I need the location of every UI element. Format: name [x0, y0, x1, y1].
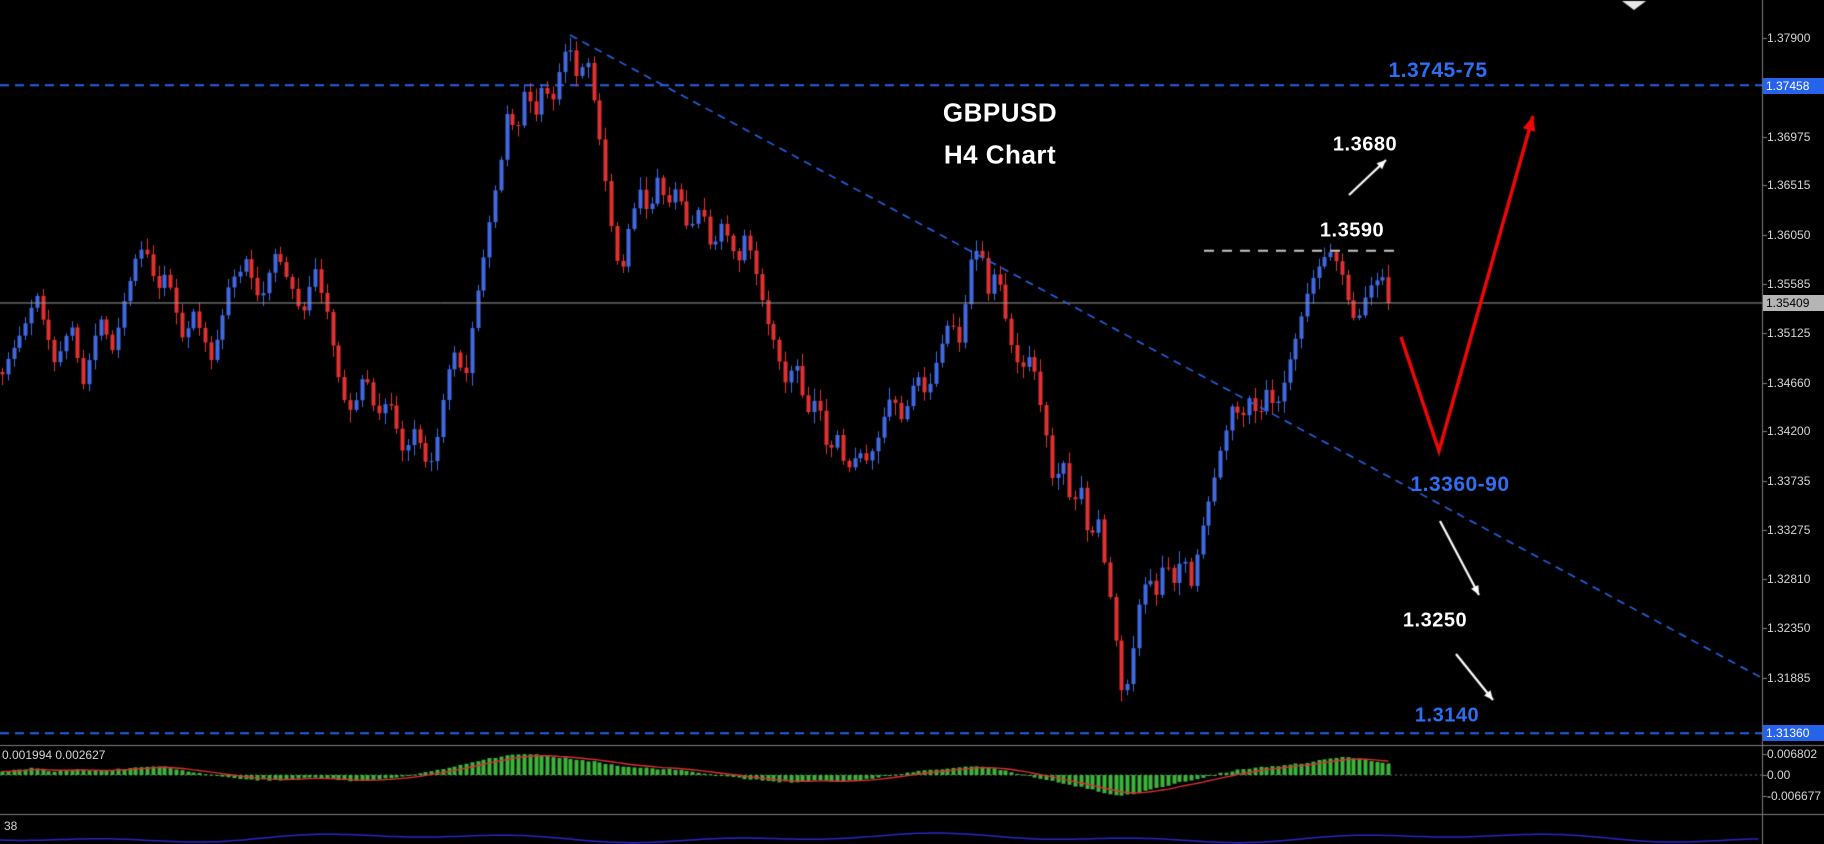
indicator-axis-label: 0.00	[1767, 768, 1791, 783]
price-axis-label: 1.34660	[1767, 375, 1811, 390]
target-up-label: 1.3680	[1332, 133, 1398, 156]
price-axis-label: 1.32350	[1767, 621, 1811, 636]
support-zone-label: 1.3360-90	[1410, 473, 1510, 496]
price-axis-label: 1.36975	[1767, 129, 1811, 144]
price-axis-label: 1.36050	[1767, 227, 1811, 242]
price-axis-label: 1.32810	[1767, 572, 1811, 587]
indicator-axis-label: -0.006677	[1767, 788, 1822, 803]
resistance-price-tag: 1.37458	[1763, 78, 1824, 94]
symbol-label: GBPUSD	[942, 97, 1058, 128]
price-axis-label: 1.31885	[1767, 670, 1811, 685]
timeframe-label: H4 Chart	[943, 139, 1057, 170]
price-axis-label: 1.37900	[1767, 31, 1811, 46]
price-axis-label: 1.35125	[1767, 326, 1811, 341]
indicator-values-label: 0.001994 0.002627	[2, 748, 106, 762]
price-axis-label: 1.34200	[1767, 424, 1811, 439]
target-down-2-label: 1.3140	[1414, 704, 1480, 727]
current-price-tag: 1.35409	[1763, 295, 1824, 311]
price-axis-label: 1.33735	[1767, 473, 1811, 488]
support-price-tag: 1.31360	[1763, 725, 1824, 741]
price-axis-label: 1.33275	[1767, 522, 1811, 537]
bottom-indicator-value-label: 38	[4, 819, 18, 833]
resistance-zone-label: 1.3745-75	[1388, 59, 1488, 82]
breakout-level-label: 1.3590	[1319, 219, 1385, 242]
indicator-axis-label: 0.006802	[1767, 747, 1818, 762]
price-axis-label: 1.36515	[1767, 178, 1811, 193]
target-down-1-label: 1.3250	[1402, 609, 1468, 632]
price-axis-label: 1.35585	[1767, 277, 1811, 292]
